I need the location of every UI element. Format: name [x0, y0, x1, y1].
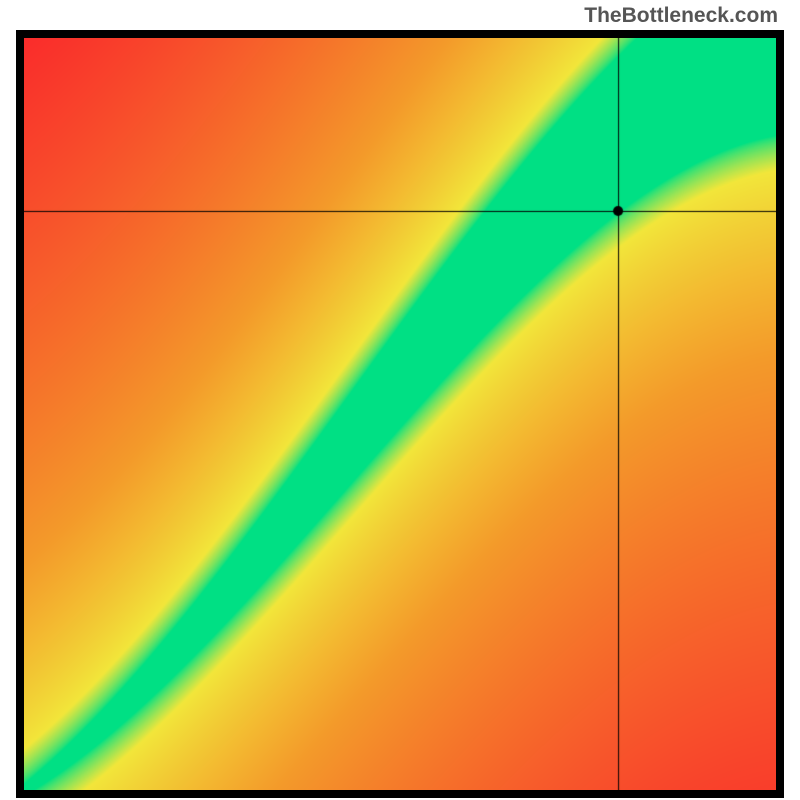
chart-frame	[16, 30, 784, 798]
chart-container: TheBottleneck.com	[0, 0, 800, 800]
heatmap-plot	[24, 38, 776, 790]
heatmap-canvas	[24, 38, 776, 790]
watermark-text: TheBottleneck.com	[584, 4, 778, 28]
